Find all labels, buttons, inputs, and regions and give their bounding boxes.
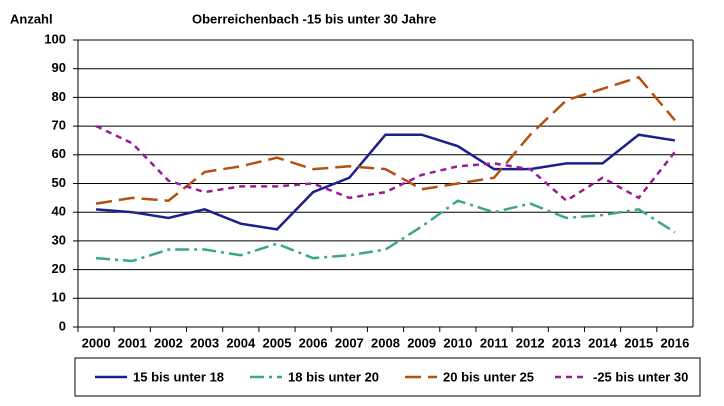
x-tick-label: 2016: [660, 335, 689, 350]
x-tick-label: 2011: [480, 335, 508, 350]
x-tick-label: 2014: [588, 335, 618, 350]
x-tick-label: 2003: [190, 335, 219, 350]
legend-box: [74, 357, 701, 397]
y-tick-label: 10: [52, 290, 66, 305]
x-tick-label: 2010: [443, 335, 472, 350]
x-tick-label: 2015: [624, 335, 653, 350]
x-tick-label: 2001: [118, 335, 147, 350]
x-tick-label: 2004: [226, 335, 256, 350]
legend-label: -25 bis unter 30: [593, 369, 688, 384]
y-axis-label: Anzahl: [10, 11, 53, 26]
x-tick-label: 2012: [516, 335, 545, 350]
y-tick-label: 0: [59, 318, 66, 333]
series-line: [95, 75, 676, 205]
y-tick-label: 90: [52, 60, 66, 75]
y-tick-label: 30: [52, 232, 66, 247]
y-tick-label: 60: [52, 146, 66, 161]
series-line: [95, 133, 676, 231]
y-tick-label: 40: [52, 204, 66, 219]
y-tick-label: 70: [52, 118, 66, 133]
x-tick-label: 2002: [154, 335, 183, 350]
y-tick-label: 80: [52, 89, 66, 104]
series-line: [95, 199, 676, 263]
legend-label: 20 bis unter 25: [443, 369, 534, 384]
x-tick-label: 2000: [82, 335, 111, 350]
y-tick-label: 20: [52, 261, 66, 276]
x-tick-label: 2006: [299, 335, 328, 350]
x-tick-label: 2013: [552, 335, 581, 350]
x-tick-label: 2005: [263, 335, 292, 350]
x-tick-label: 2008: [371, 335, 400, 350]
x-tick-label: 2009: [407, 335, 436, 350]
y-tick-label: 50: [52, 175, 66, 190]
y-tick-label: 100: [44, 31, 66, 46]
chart-title: Oberreichenbach -15 bis unter 30 Jahre: [192, 11, 436, 26]
legend-label: 15 bis unter 18: [133, 369, 224, 384]
legend-label: 18 bis unter 20: [288, 369, 379, 384]
x-tick-label: 2007: [335, 335, 364, 350]
